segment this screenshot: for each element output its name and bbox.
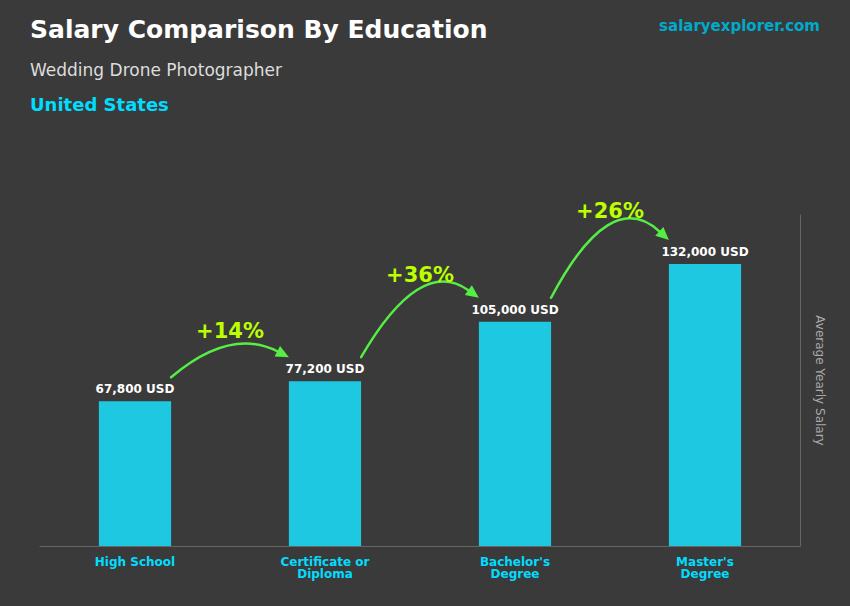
- svg-text:Master's: Master's: [676, 555, 734, 569]
- svg-text:77,200 USD: 77,200 USD: [286, 362, 365, 376]
- svg-text:105,000 USD: 105,000 USD: [471, 303, 558, 317]
- svg-text:+36%: +36%: [386, 263, 454, 287]
- svg-text:Degree: Degree: [491, 567, 540, 581]
- svg-text:Wedding Drone Photographer: Wedding Drone Photographer: [30, 60, 282, 80]
- svg-text:132,000 USD: 132,000 USD: [661, 245, 748, 259]
- svg-text:United States: United States: [30, 94, 169, 115]
- svg-text:Diploma: Diploma: [297, 567, 353, 581]
- svg-text:Degree: Degree: [681, 567, 730, 581]
- svg-text:High School: High School: [95, 555, 175, 569]
- svg-text:67,800 USD: 67,800 USD: [96, 382, 175, 396]
- svg-text:Salary Comparison By Education: Salary Comparison By Education: [30, 15, 487, 44]
- svg-text:+26%: +26%: [576, 199, 644, 223]
- svg-text:+14%: +14%: [196, 319, 264, 343]
- svg-text:Bachelor's: Bachelor's: [479, 555, 551, 569]
- svg-text:salaryexplorer.com: salaryexplorer.com: [659, 17, 820, 35]
- svg-text:Average Yearly Salary: Average Yearly Salary: [813, 315, 827, 445]
- svg-text:Certificate or: Certificate or: [280, 555, 370, 569]
